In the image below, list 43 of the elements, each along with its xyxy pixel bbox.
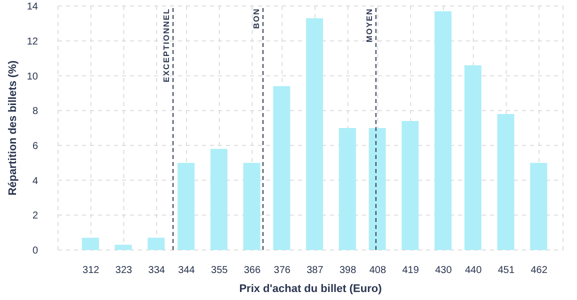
bar — [306, 18, 324, 250]
bar — [497, 114, 514, 250]
y-tick-label: 12 — [26, 36, 38, 48]
x-tick-label: 440 — [465, 265, 482, 276]
y-tick-label: 4 — [32, 176, 38, 187]
bar — [434, 11, 452, 250]
bar — [114, 244, 132, 250]
bar — [148, 238, 165, 250]
x-tick-label: 376 — [274, 265, 291, 276]
ref-line-label: BON — [252, 8, 261, 29]
bar — [402, 121, 419, 250]
y-tick-label: 14 — [26, 2, 38, 13]
x-tick-label: 408 — [369, 265, 387, 276]
x-tick-label: 323 — [115, 265, 133, 276]
x-tick-label: 398 — [340, 265, 357, 276]
x-tick-label: 312 — [82, 265, 100, 276]
y-tick-label: 2 — [32, 210, 38, 222]
ref-line-label: MOYEN — [364, 8, 374, 42]
y-tick-label: 6 — [32, 140, 38, 152]
bar — [210, 148, 228, 250]
bar — [464, 65, 482, 250]
bar — [243, 162, 260, 250]
x-tick-label: 451 — [498, 265, 516, 276]
x-tick-label: 462 — [530, 265, 548, 276]
bar — [530, 162, 548, 250]
x-tick-label: 366 — [244, 265, 262, 276]
bar — [338, 128, 356, 250]
y-tick-label: 10 — [26, 71, 38, 82]
x-tick-label: 430 — [435, 265, 452, 276]
y-tick-label: 0 — [32, 246, 38, 257]
bar — [273, 86, 290, 250]
bar — [82, 238, 99, 250]
x-tick-label: 334 — [148, 265, 166, 276]
x-tick-label: 355 — [211, 265, 228, 276]
ref-line-label: EXCEPTIONNEL — [162, 8, 172, 82]
x-tick-label: 387 — [306, 265, 324, 276]
bar — [368, 128, 386, 250]
x-tick-label: 344 — [178, 265, 196, 276]
x-tick-label: 419 — [402, 265, 420, 276]
y-axis-title: Répartition des billets (%) — [6, 60, 19, 196]
bar — [178, 162, 195, 250]
x-axis-title: Prix d'achat du billet (Euro) — [239, 283, 382, 295]
y-tick-label: 8 — [32, 106, 38, 118]
